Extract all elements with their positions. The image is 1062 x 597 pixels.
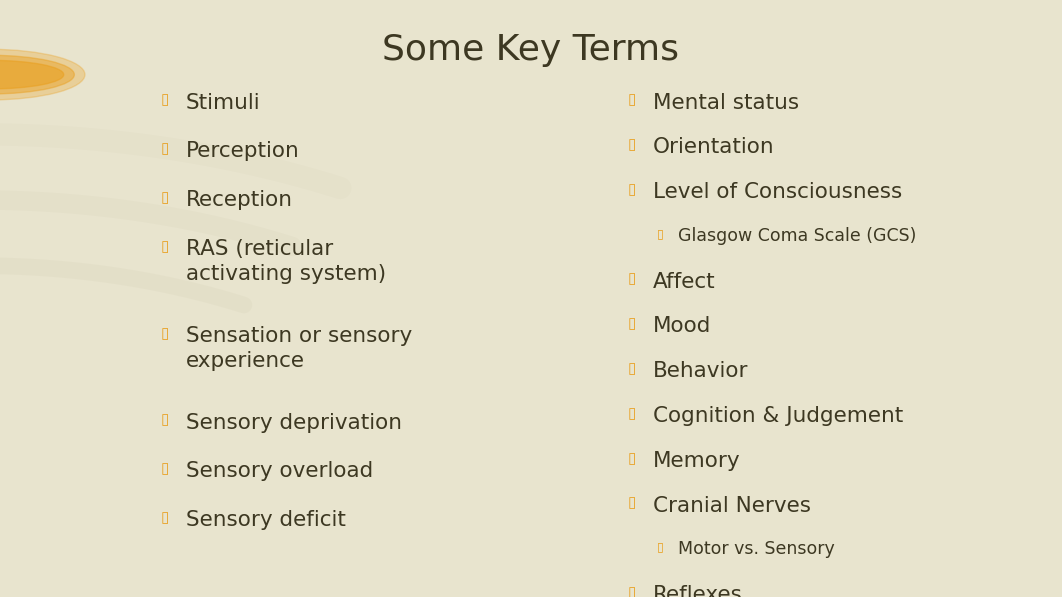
Text: Perception: Perception [186,141,299,162]
Text: ▯: ▯ [628,585,636,597]
Text: ▯: ▯ [160,413,169,427]
Text: ▯: ▯ [628,137,636,152]
Text: Sensory deficit: Sensory deficit [186,510,346,531]
Text: Sensory overload: Sensory overload [186,461,373,482]
Text: ▯: ▯ [160,326,169,341]
Text: Sensory deprivation: Sensory deprivation [186,413,401,433]
Text: Stimuli: Stimuli [186,93,260,113]
Text: Affect: Affect [653,272,716,292]
Text: Behavior: Behavior [653,361,749,381]
Text: ▯: ▯ [160,141,169,156]
Text: ▯: ▯ [628,406,636,421]
Text: ▯: ▯ [628,93,636,107]
Text: Orientation: Orientation [653,137,775,158]
Ellipse shape [0,55,74,94]
Text: ▯: ▯ [160,239,169,254]
Text: Cognition & Judgement: Cognition & Judgement [653,406,904,426]
Text: RAS (reticular
activating system): RAS (reticular activating system) [186,239,386,284]
Text: Glasgow Coma Scale (GCS): Glasgow Coma Scale (GCS) [678,227,915,245]
Text: ▯: ▯ [657,227,664,240]
Text: Cranial Nerves: Cranial Nerves [653,496,811,516]
Text: Mental status: Mental status [653,93,800,113]
Ellipse shape [0,60,64,89]
Text: Some Key Terms: Some Key Terms [382,33,680,67]
Text: ▯: ▯ [628,451,636,466]
Text: ▯: ▯ [628,316,636,331]
Text: Reception: Reception [186,190,293,211]
Text: ▯: ▯ [160,190,169,205]
Text: Sensation or sensory
experience: Sensation or sensory experience [186,326,412,371]
Text: Level of Consciousness: Level of Consciousness [653,182,903,202]
Text: ▯: ▯ [628,361,636,376]
Text: Mood: Mood [653,316,712,337]
Text: ▯: ▯ [160,93,169,107]
Text: Memory: Memory [653,451,741,471]
Text: Reflexes: Reflexes [653,585,743,597]
Text: ▯: ▯ [628,272,636,287]
Text: ▯: ▯ [628,182,636,197]
Text: ▯: ▯ [160,510,169,525]
Text: ▯: ▯ [657,540,664,553]
Text: Motor vs. Sensory: Motor vs. Sensory [678,540,835,558]
Text: ▯: ▯ [160,461,169,476]
Text: ▯: ▯ [628,496,636,510]
Ellipse shape [0,50,85,100]
